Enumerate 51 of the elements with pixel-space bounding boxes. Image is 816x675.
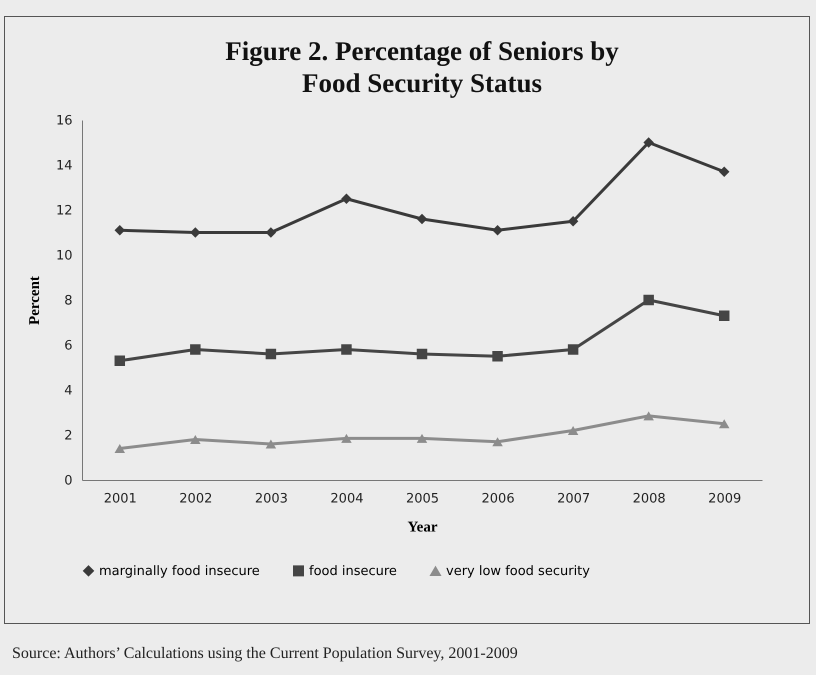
x-tick-label: 2004 xyxy=(330,492,364,506)
y-tick-label: 0 xyxy=(64,474,72,488)
point xyxy=(341,434,352,443)
point xyxy=(190,434,201,444)
x-tick-label: 2006 xyxy=(482,492,515,506)
point xyxy=(266,439,276,449)
point xyxy=(718,310,730,321)
legend-label: food insecure xyxy=(309,564,397,579)
legend-label: marginally food insecure xyxy=(99,564,260,579)
point xyxy=(718,419,730,428)
y-axis-title: Percent xyxy=(26,276,43,325)
point xyxy=(718,166,730,177)
point xyxy=(114,444,126,454)
point xyxy=(416,214,428,224)
y-tick-label: 10 xyxy=(56,248,72,264)
x-tick-label: 2008 xyxy=(632,492,666,506)
point xyxy=(492,225,503,236)
chart-title: Figure 2. Percentage of Seniors by Food Security Status xyxy=(225,36,620,98)
y-tick-label: 4 xyxy=(64,384,72,398)
point xyxy=(416,434,428,443)
point xyxy=(643,294,654,306)
point xyxy=(114,356,126,366)
point xyxy=(492,437,503,446)
point xyxy=(190,344,201,355)
y-tick-label: 2 xyxy=(64,428,72,444)
point xyxy=(568,344,578,355)
legend-label: very low food security xyxy=(446,564,590,580)
y-tick-label: 6 xyxy=(64,338,72,354)
x-tick-label: 2007 xyxy=(557,492,590,506)
point xyxy=(114,225,126,236)
y-tick-label: 12 xyxy=(56,204,72,218)
point xyxy=(266,348,276,360)
point xyxy=(643,411,654,420)
point xyxy=(643,137,654,148)
y-tick-label: 14 xyxy=(56,158,72,174)
point xyxy=(568,426,578,436)
x-tick-label: 2001 xyxy=(104,492,137,506)
source-note: Source: Authors’ Calculations using the Current Population Survey, 2001-2009 xyxy=(12,645,518,663)
point xyxy=(266,227,276,238)
point xyxy=(568,216,578,226)
x-tick-label: 2002 xyxy=(179,492,212,506)
x-axis-title: Year xyxy=(408,520,438,536)
point xyxy=(341,344,352,355)
point xyxy=(416,348,428,360)
x-tick-label: 2009 xyxy=(708,492,742,506)
y-tick-label: 16 xyxy=(56,114,72,128)
point xyxy=(341,194,352,204)
x-tick-label: 2003 xyxy=(254,492,288,506)
x-tick-label: 2005 xyxy=(406,492,440,506)
point xyxy=(492,351,503,362)
y-tick-label: 8 xyxy=(64,294,72,308)
